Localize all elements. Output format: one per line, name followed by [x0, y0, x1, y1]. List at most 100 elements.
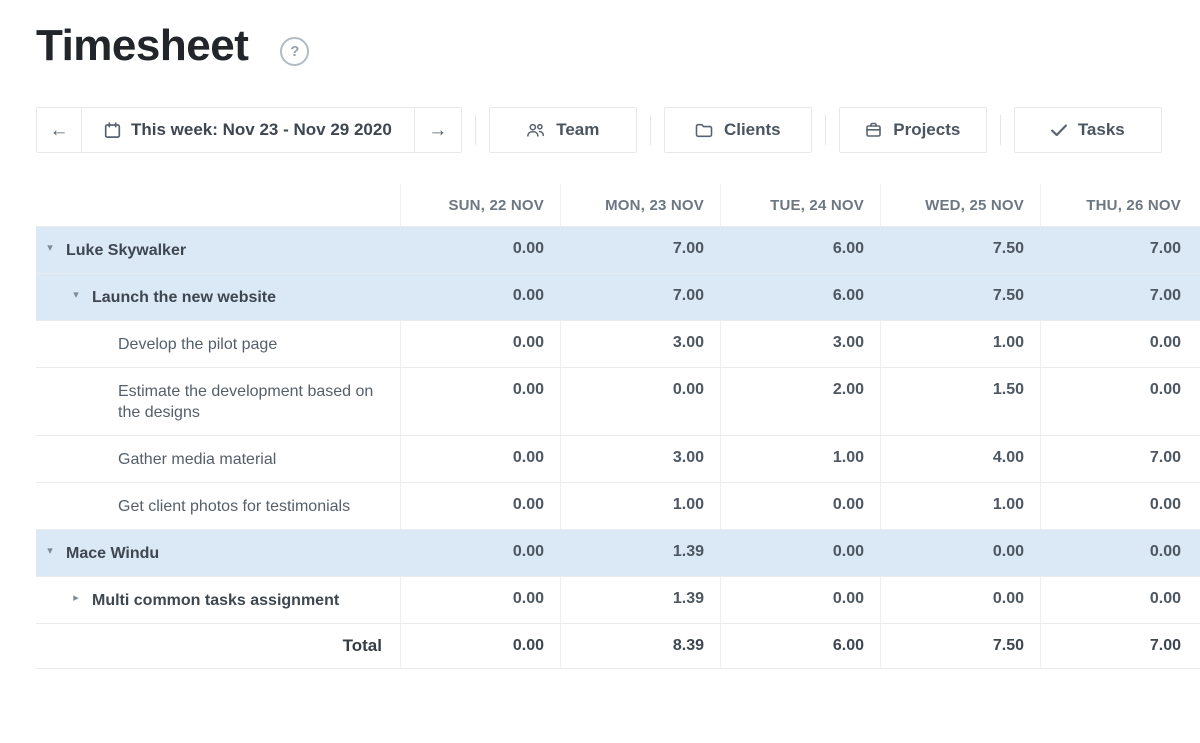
row-label: Luke Skywalker [66, 242, 187, 260]
week-picker-button[interactable]: This week: Nov 23 - Nov 29 2020 [82, 108, 414, 152]
hours-cell[interactable]: 1.39 [672, 543, 704, 561]
hours-cell[interactable]: 0.00 [1149, 543, 1181, 561]
hours-cell[interactable]: 7.50 [992, 240, 1024, 258]
name-column-header [36, 184, 400, 226]
hours-cell[interactable]: 7.50 [992, 287, 1024, 305]
toolbar: ← This week: Nov 23 - Nov 29 2020 → [36, 106, 1185, 154]
total-hours-cell: 8.39 [560, 624, 720, 669]
calendar-icon [104, 122, 121, 139]
table-body: ▾ Luke Skywalker 0.00 7.00 6.00 7.50 7.0… [36, 226, 1200, 624]
hours-cell[interactable]: 6.00 [832, 287, 864, 305]
table-row[interactable]: ▾ Luke Skywalker 0.00 7.00 6.00 7.50 7.0… [36, 226, 1200, 274]
row-label: Mace Windu [66, 545, 160, 563]
day-column-header: MON, 23 NOV [560, 184, 720, 227]
table-row[interactable]: Get client photos for testimonials 0.00 … [36, 482, 1200, 530]
table-row[interactable]: ▸ Multi common tasks assignment 0.00 1.3… [36, 576, 1200, 624]
hours-cell[interactable]: 0.00 [720, 483, 880, 530]
hours-cell[interactable]: 1.00 [880, 321, 1040, 368]
team-icon [526, 122, 545, 138]
hours-cell[interactable]: 7.00 [672, 240, 704, 258]
table-row[interactable]: ▾ Mace Windu 0.00 1.39 0.00 0.00 0.00 [36, 529, 1200, 577]
toolbar-divider [824, 115, 826, 146]
caret-down-icon[interactable]: ▾ [47, 242, 53, 255]
row-name-cell: Gather media material [36, 436, 400, 482]
hours-cell[interactable]: 0.00 [400, 436, 560, 483]
hours-cell[interactable]: 0.00 [400, 368, 560, 436]
hours-cell[interactable]: 0.00 [560, 368, 720, 436]
toolbar-divider [649, 115, 651, 146]
total-hours-cell: 0.00 [400, 624, 560, 669]
hours-cell[interactable]: 3.00 [720, 321, 880, 368]
total-hours-cell: 6.00 [720, 624, 880, 669]
hours-cell[interactable]: 0.00 [400, 321, 560, 368]
row-label: Gather media material [118, 451, 277, 469]
team-button[interactable]: Team [488, 107, 637, 154]
hours-cell[interactable]: 0.00 [512, 287, 544, 305]
week-navigator: ← This week: Nov 23 - Nov 29 2020 → [36, 107, 462, 154]
hours-cell[interactable]: 7.00 [1149, 240, 1181, 258]
total-hours-cell: 7.50 [880, 624, 1040, 669]
day-column-header: TUE, 24 NOV [720, 184, 880, 227]
hours-cell[interactable]: 0.00 [1040, 368, 1197, 436]
timesheet-table: SUN, 22 NOV MON, 23 NOV TUE, 24 NOV WED,… [36, 184, 1200, 670]
table-row[interactable]: Develop the pilot page 0.00 3.00 3.00 1.… [36, 320, 1200, 368]
hours-cell[interactable]: 0.00 [720, 577, 880, 624]
projects-button-label: Projects [893, 120, 961, 140]
caret-down-icon[interactable]: ▾ [47, 545, 53, 558]
hours-cell[interactable]: 4.00 [880, 436, 1040, 483]
row-label: Launch the new website [92, 289, 277, 307]
hours-cell[interactable]: 7.00 [1040, 436, 1197, 483]
row-label: Get client photos for testimonials [118, 498, 351, 516]
hours-cell[interactable]: 7.00 [672, 287, 704, 305]
help-icon[interactable]: ? [280, 36, 310, 66]
hours-cell[interactable]: 3.00 [560, 436, 720, 483]
hours-cell[interactable]: 3.00 [560, 321, 720, 368]
next-week-button[interactable]: → [413, 108, 461, 153]
tasks-button[interactable]: Tasks [1013, 107, 1162, 154]
row-label: Develop the pilot page [118, 336, 278, 354]
hours-cell[interactable]: 0.00 [512, 543, 544, 561]
hours-cell[interactable]: 1.39 [560, 577, 720, 624]
table-row[interactable]: Estimate the development based on the de… [36, 367, 1200, 436]
hours-cell[interactable]: 0.00 [992, 543, 1024, 561]
hours-cell[interactable]: 0.00 [400, 577, 560, 624]
caret-down-icon[interactable]: ▾ [73, 289, 79, 302]
table-row[interactable]: Gather media material 0.00 3.00 1.00 4.0… [36, 435, 1200, 483]
hours-cell[interactable]: 0.00 [512, 240, 544, 258]
toolbar-divider [999, 115, 1001, 146]
hours-cell[interactable]: 1.00 [880, 483, 1040, 530]
clients-button[interactable]: Clients [663, 107, 812, 154]
total-row: Total 0.00 8.39 6.00 7.50 7.00 [36, 623, 1200, 670]
hours-cell[interactable]: 0.00 [832, 543, 864, 561]
row-label: Estimate the development based on the de… [118, 383, 374, 422]
projects-button[interactable]: Projects [838, 107, 987, 154]
day-column-header: WED, 25 NOV [880, 184, 1040, 227]
hours-cell[interactable]: 0.00 [400, 483, 560, 530]
row-label: Multi common tasks assignment [92, 592, 340, 610]
hours-cell[interactable]: 0.00 [1040, 483, 1197, 530]
previous-week-button[interactable]: ← [37, 108, 82, 153]
table-row[interactable]: ▾ Launch the new website 0.00 7.00 6.00 … [36, 273, 1200, 321]
hours-cell[interactable]: 1.50 [880, 368, 1040, 436]
page-header: Timesheet ? [0, 0, 1200, 70]
arrow-right-icon: → [428, 119, 448, 141]
row-name-cell: ▾ Luke Skywalker [36, 227, 400, 273]
total-label: Total [342, 636, 382, 656]
arrow-left-icon: ← [49, 119, 69, 141]
hours-cell[interactable]: 2.00 [720, 368, 880, 436]
hours-cell[interactable]: 0.00 [1040, 321, 1197, 368]
hours-cell[interactable]: 1.00 [720, 436, 880, 483]
page-title: Timesheet [36, 21, 249, 70]
tasks-button-label: Tasks [1077, 120, 1125, 140]
hours-cell[interactable]: 6.00 [832, 240, 864, 258]
hours-cell[interactable]: 7.00 [1149, 287, 1181, 305]
row-name-cell: Get client photos for testimonials [36, 483, 400, 529]
briefcase-icon [865, 122, 882, 138]
hours-cell[interactable]: 1.00 [560, 483, 720, 530]
row-name-cell: ▾ Mace Windu [36, 530, 400, 576]
hours-cell[interactable]: 0.00 [1040, 577, 1197, 624]
total-hours-cell: 7.00 [1040, 624, 1197, 669]
hours-cell[interactable]: 0.00 [880, 577, 1040, 624]
caret-right-icon[interactable]: ▸ [73, 592, 79, 605]
row-name-cell: ▾ Launch the new website [36, 274, 400, 320]
